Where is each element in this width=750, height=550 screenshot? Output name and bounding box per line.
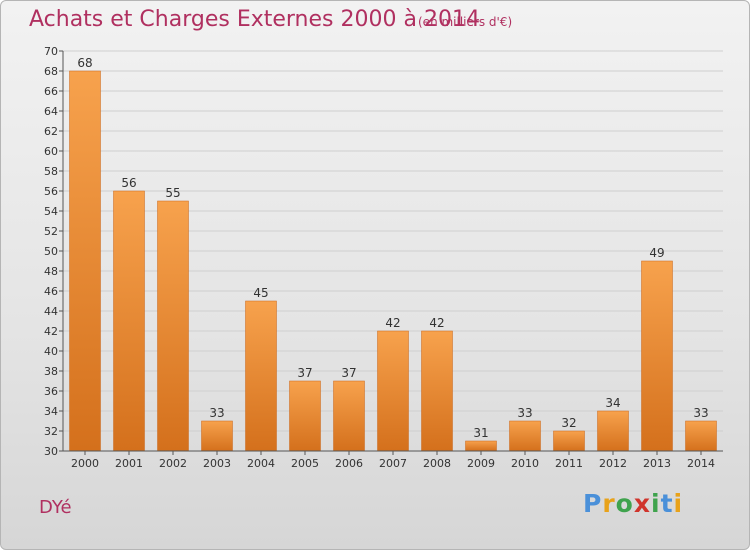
- bar: [509, 420, 541, 452]
- y-tick-label: 40: [44, 345, 58, 358]
- proxiti-logo[interactable]: Proxiti: [583, 489, 683, 518]
- data-label: 31: [473, 426, 488, 440]
- data-label: 56: [121, 176, 136, 190]
- x-tick-label: 2012: [599, 457, 627, 470]
- y-tick-label: 64: [44, 105, 58, 118]
- y-tick-label: 70: [44, 45, 58, 58]
- bar: [465, 440, 497, 452]
- data-label: 68: [77, 56, 92, 70]
- x-tick-label: 2005: [291, 457, 319, 470]
- logo-letter: P: [583, 489, 603, 518]
- x-tick-label: 2013: [643, 457, 671, 470]
- y-tick-label: 54: [44, 205, 58, 218]
- logo-letter: i: [673, 489, 684, 518]
- x-tick-label: 2008: [423, 457, 451, 470]
- x-tick-label: 2014: [687, 457, 715, 470]
- y-tick-label: 38: [44, 365, 58, 378]
- y-tick-label: 32: [44, 425, 58, 438]
- x-axis: 2000 2001 2002 2003 2004 2005 2006 2007 2008 2009…: [63, 450, 723, 470]
- bar: [113, 190, 145, 452]
- data-label: 33: [693, 406, 708, 420]
- bar: [157, 200, 189, 452]
- bar: [245, 300, 277, 452]
- bar: [201, 420, 233, 452]
- y-tick-label: 44: [44, 305, 58, 318]
- logo-letter: x: [633, 489, 651, 518]
- y-tick-label: 68: [44, 65, 58, 78]
- bar: [333, 380, 365, 452]
- y-tick-label: 56: [44, 185, 58, 198]
- bar: [289, 380, 321, 452]
- y-tick-label: 62: [44, 125, 58, 138]
- x-tick-label: 2010: [511, 457, 539, 470]
- data-label: 37: [297, 366, 312, 380]
- logo-letter: t: [660, 489, 674, 518]
- x-tick-label: 2006: [335, 457, 363, 470]
- y-tick-label: 30: [44, 445, 58, 458]
- bar: [597, 410, 629, 452]
- x-tick-label: 2002: [159, 457, 187, 470]
- chart-title: Achats et Charges Externes 2000 à 2014: [29, 7, 480, 32]
- data-label: 32: [561, 416, 576, 430]
- y-tick-label: 58: [44, 165, 58, 178]
- y-tick-label: 46: [44, 285, 58, 298]
- bar: [685, 420, 717, 452]
- bar: [553, 430, 585, 452]
- chart-subtitle: (en milliers d'€): [418, 15, 513, 29]
- data-label: 45: [253, 286, 268, 300]
- x-tick-label: 2009: [467, 457, 495, 470]
- y-axis: 30 32 34 36 38 40 42 44 46 48 50 52 54 56 58 60 62 64 66 68…: [44, 45, 64, 458]
- data-label: 42: [429, 316, 444, 330]
- bars: [69, 70, 717, 452]
- logo-letter: o: [615, 489, 634, 518]
- y-tick-label: 48: [44, 265, 58, 278]
- data-label: 37: [341, 366, 356, 380]
- data-label: 34: [605, 396, 620, 410]
- y-tick-label: 60: [44, 145, 58, 158]
- logo-letter: r: [602, 489, 616, 518]
- y-tick-label: 34: [44, 405, 58, 418]
- x-tick-label: 2000: [71, 457, 99, 470]
- y-tick-label: 66: [44, 85, 58, 98]
- data-label: 42: [385, 316, 400, 330]
- x-tick-label: 2011: [555, 457, 583, 470]
- x-tick-label: 2007: [379, 457, 407, 470]
- data-label: 55: [165, 186, 180, 200]
- y-tick-label: 52: [44, 225, 58, 238]
- bar: [69, 70, 101, 452]
- logo-letter: i: [651, 489, 661, 518]
- y-tick-label: 50: [44, 245, 58, 258]
- bar: [421, 330, 453, 452]
- y-tick-label: 42: [44, 325, 58, 338]
- bar: [377, 330, 409, 452]
- data-label: 33: [209, 406, 224, 420]
- y-tick-label: 36: [44, 385, 58, 398]
- data-label: 49: [649, 246, 664, 260]
- bar: [641, 260, 673, 452]
- x-tick-label: 2004: [247, 457, 275, 470]
- x-tick-label: 2001: [115, 457, 143, 470]
- data-label: 33: [517, 406, 532, 420]
- x-tick-label: 2003: [203, 457, 231, 470]
- data-labels: 68 56 55 33 45 37 37 42 42 31 33 32 34 49 33: [77, 56, 708, 440]
- commune-name: DYé: [39, 497, 72, 518]
